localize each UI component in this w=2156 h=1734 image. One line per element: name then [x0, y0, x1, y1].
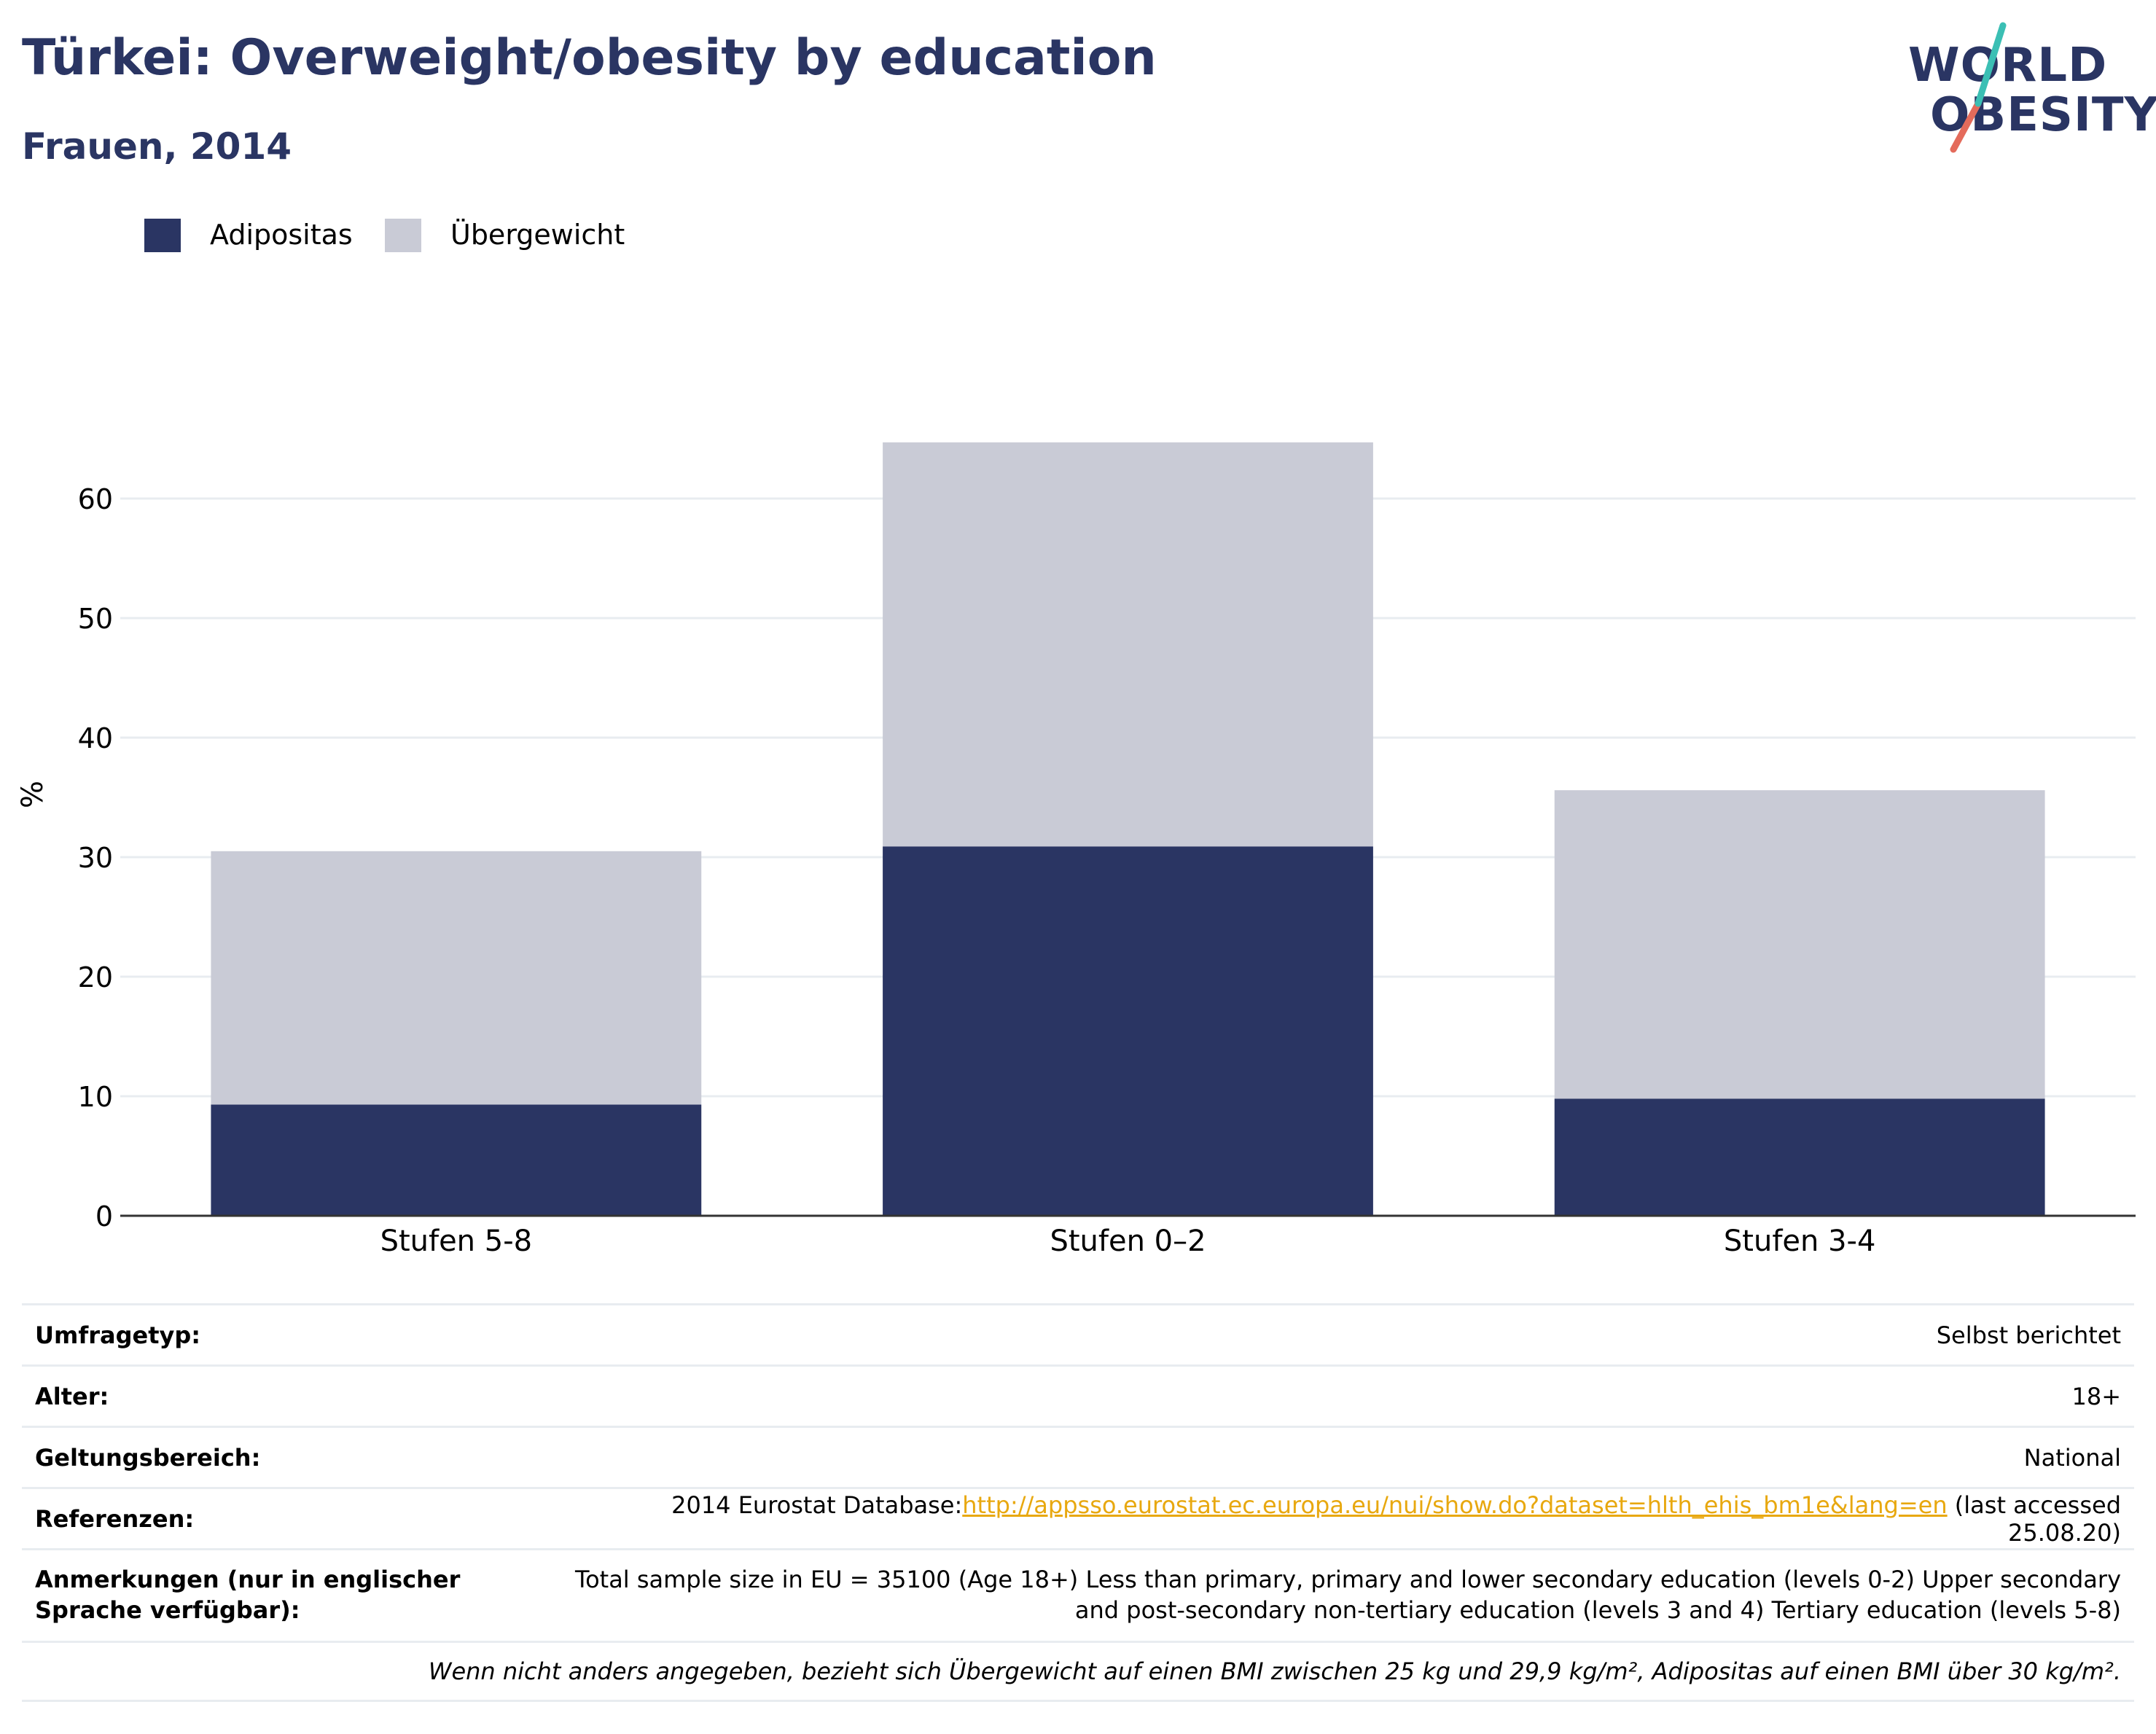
legend-label-uebergewicht: Übergewicht	[450, 219, 625, 251]
bar-uebergewicht-2[interactable]	[1554, 790, 2045, 1099]
references-prefix: 2014 Eurostat Database:	[671, 1491, 963, 1519]
meta-footnote: Wenn nicht anders angegeben, bezieht sic…	[22, 1641, 2134, 1702]
logo-word-obesity: OBESITY	[1930, 88, 2156, 142]
legend-item-uebergewicht[interactable]: Übergewicht	[385, 213, 647, 257]
references-suffix: (last accessed 25.08.20)	[1947, 1491, 2121, 1547]
bar-adipositas-1[interactable]	[883, 846, 1373, 1216]
bar-adipositas-0[interactable]	[211, 1104, 702, 1216]
y-tick-label: 10	[78, 1081, 113, 1113]
y-tick-label: 40	[78, 722, 113, 754]
meta-label-references: Referenzen:	[22, 1487, 558, 1550]
legend-swatch-adipositas	[144, 219, 181, 252]
meta-row-references: Referenzen: 2014 Eurostat Database:http:…	[22, 1487, 2134, 1550]
meta-label-notes: Anmerkungen (nur in englischer Sprache v…	[22, 1548, 558, 1642]
world-obesity-logo: WORLD OBESITY	[1902, 22, 2156, 153]
meta-value-notes: Total sample size in EU = 35100 (Age 18+…	[558, 1548, 2134, 1642]
bar-uebergewicht-1[interactable]	[883, 442, 1373, 847]
y-axis-ticks: 0 10 20 30 40 50 60	[78, 483, 113, 1233]
x-tick-label: Stufen 3-4	[1724, 1225, 1876, 1258]
y-tick-label: 30	[78, 842, 113, 874]
legend-swatch-uebergewicht	[385, 219, 421, 252]
y-tick-label: 50	[78, 603, 113, 635]
x-tick-label: Stufen 0–2	[1050, 1225, 1206, 1258]
metadata-table: Umfragetyp: Selbst berichtet Alter: 18+ …	[22, 1303, 2134, 1702]
logo-word-world: WORLD	[1908, 39, 2108, 93]
meta-value-age: 18+	[558, 1364, 2134, 1427]
legend-item-adipositas[interactable]: Adipositas	[144, 213, 363, 257]
bars	[211, 442, 2045, 1216]
y-axis-label: %	[16, 781, 50, 808]
y-tick-label: 60	[78, 483, 113, 515]
x-axis-ticks: Stufen 5-8 Stufen 0–2 Stufen 3-4	[380, 1225, 1876, 1258]
y-tick-label: 20	[78, 961, 113, 993]
bar-adipositas-2[interactable]	[1554, 1098, 2045, 1216]
meta-row-survey-type: Umfragetyp: Selbst berichtet	[22, 1303, 2134, 1366]
meta-row-scope: Geltungsbereich: National	[22, 1426, 2134, 1488]
meta-label-scope: Geltungsbereich:	[22, 1426, 558, 1488]
chart-title: Türkei: Overweight/obesity by education	[22, 29, 1157, 87]
y-tick-label: 0	[95, 1200, 113, 1233]
meta-row-footnote: Wenn nicht anders angegeben, bezieht sic…	[22, 1641, 2134, 1702]
meta-row-age: Alter: 18+	[22, 1364, 2134, 1427]
meta-label-age: Alter:	[22, 1364, 558, 1427]
bar-uebergewicht-0[interactable]	[211, 851, 702, 1105]
meta-value-survey-type: Selbst berichtet	[558, 1303, 2134, 1366]
logo-slash-icon	[1950, 22, 2007, 153]
x-tick-label: Stufen 5-8	[380, 1225, 533, 1258]
references-link[interactable]: http://appsso.eurostat.ec.europa.eu/nui/…	[962, 1491, 1948, 1519]
meta-value-scope: National	[558, 1426, 2134, 1488]
legend-label-adipositas: Adipositas	[210, 219, 353, 251]
meta-row-notes: Anmerkungen (nur in englischer Sprache v…	[22, 1548, 2134, 1642]
meta-value-references: 2014 Eurostat Database:http://appsso.eur…	[558, 1487, 2134, 1550]
meta-label-survey-type: Umfragetyp:	[22, 1303, 558, 1366]
chart-subtitle: Frauen, 2014	[22, 125, 292, 168]
